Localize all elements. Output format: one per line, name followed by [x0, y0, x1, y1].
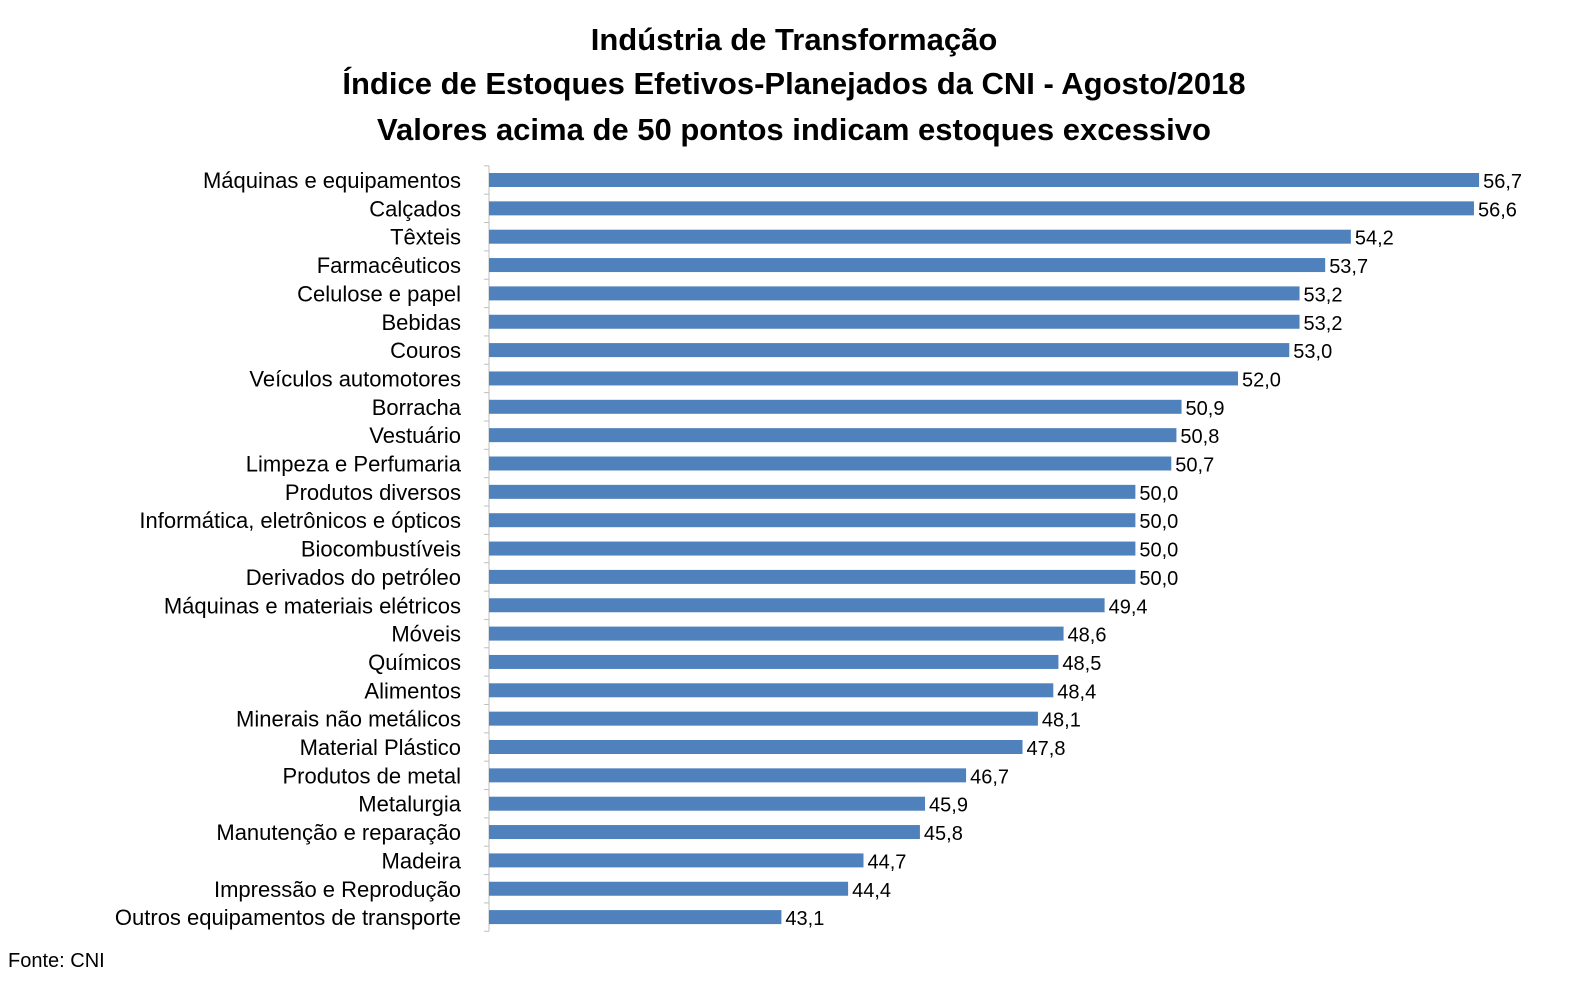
- bar: [489, 910, 782, 925]
- category-label: Produtos diversos: [285, 480, 461, 505]
- category-label: Químicos: [368, 650, 461, 675]
- data-label: 50,0: [1139, 568, 1178, 590]
- data-label: 50,9: [1186, 398, 1225, 420]
- bar: [489, 456, 1172, 471]
- data-label: 56,6: [1478, 199, 1517, 221]
- data-label: 54,2: [1355, 228, 1394, 250]
- bar: [489, 428, 1177, 443]
- category-label: Máquinas e equipamentos: [203, 168, 461, 193]
- category-label: Veículos automotores: [249, 366, 461, 391]
- data-label: 50,0: [1139, 511, 1178, 533]
- data-label: 44,7: [867, 851, 906, 873]
- bar: [489, 853, 864, 868]
- category-label: Derivados do petróleo: [246, 565, 461, 590]
- category-label: Outros equipamentos de transporte: [115, 905, 461, 930]
- source-note: Fonte: CNI: [8, 950, 105, 972]
- data-label: 43,1: [785, 908, 824, 930]
- bar: [489, 740, 1023, 754]
- category-label: Minerais não metálicos: [236, 707, 461, 732]
- category-label: Vestuário: [369, 423, 461, 448]
- category-label: Metalurgia: [358, 792, 461, 817]
- bar: [489, 654, 1059, 669]
- data-label: 53,7: [1329, 256, 1368, 278]
- bar: [489, 201, 1474, 216]
- bar: [489, 314, 1300, 329]
- chart-title-line-1: Indústria de Transformação: [591, 22, 998, 57]
- category-label: Couros: [390, 338, 461, 363]
- category-label: Máquinas e materiais elétricos: [164, 593, 461, 618]
- bar: [489, 399, 1182, 414]
- data-label: 47,8: [1027, 738, 1066, 760]
- data-label: 50,7: [1175, 455, 1214, 477]
- bar: [489, 541, 1136, 556]
- data-label: 48,6: [1068, 625, 1107, 647]
- bar: [489, 825, 920, 840]
- data-label: 49,4: [1109, 596, 1148, 618]
- category-label: Móveis: [391, 622, 461, 647]
- bar: [489, 711, 1038, 726]
- bar: [489, 569, 1136, 584]
- category-label: Têxteis: [390, 225, 461, 250]
- category-label: Material Plástico: [300, 735, 461, 760]
- data-label: 46,7: [970, 766, 1009, 788]
- bar: [489, 173, 1480, 187]
- data-label: 53,2: [1304, 284, 1343, 306]
- chart-title-line-3: Valores acima de 50 pontos indicam estoq…: [377, 112, 1211, 147]
- data-label: 56,7: [1483, 171, 1522, 193]
- category-label: Informática, eletrônicos e ópticos: [139, 508, 461, 533]
- data-label: 53,0: [1293, 341, 1332, 363]
- bar: [489, 286, 1300, 301]
- bar: [489, 796, 926, 811]
- category-label: Alimentos: [364, 678, 461, 703]
- category-label: Limpeza e Perfumaria: [246, 452, 462, 477]
- bar: [489, 343, 1290, 358]
- category-label: Celulose e papel: [297, 281, 461, 306]
- category-label: Produtos de metal: [282, 763, 461, 788]
- data-label: 50,0: [1139, 483, 1178, 505]
- category-label: Biocombustíveis: [301, 537, 461, 562]
- category-label: Farmacêuticos: [317, 253, 461, 278]
- data-label: 53,2: [1304, 313, 1343, 335]
- bar: [489, 371, 1238, 386]
- category-label: Madeira: [382, 848, 462, 873]
- bar: [489, 626, 1064, 641]
- category-label: Borracha: [372, 395, 462, 420]
- data-label: 50,8: [1180, 426, 1219, 448]
- data-label: 45,9: [929, 795, 968, 817]
- category-label: Impressão e Reprodução: [214, 877, 461, 902]
- bar: [489, 598, 1105, 613]
- bar: [489, 683, 1054, 698]
- bar: [489, 258, 1326, 273]
- category-label: Manutenção e reparação: [216, 820, 461, 845]
- bar: [489, 513, 1136, 528]
- data-label: 52,0: [1242, 369, 1281, 391]
- category-label: Calçados: [369, 196, 461, 221]
- data-label: 50,0: [1139, 540, 1178, 562]
- chart-title-line-2: Índice de Estoques Efetivos-Planejados d…: [342, 66, 1245, 101]
- bar: [489, 229, 1351, 244]
- bar: [489, 484, 1136, 499]
- data-label: 48,4: [1057, 681, 1096, 703]
- data-label: 48,5: [1062, 653, 1101, 675]
- data-label: 48,1: [1042, 710, 1081, 732]
- bar: [489, 881, 849, 896]
- data-label: 45,8: [924, 823, 963, 845]
- data-label: 44,4: [852, 880, 891, 902]
- bar: [489, 768, 967, 783]
- category-label: Bebidas: [381, 310, 461, 335]
